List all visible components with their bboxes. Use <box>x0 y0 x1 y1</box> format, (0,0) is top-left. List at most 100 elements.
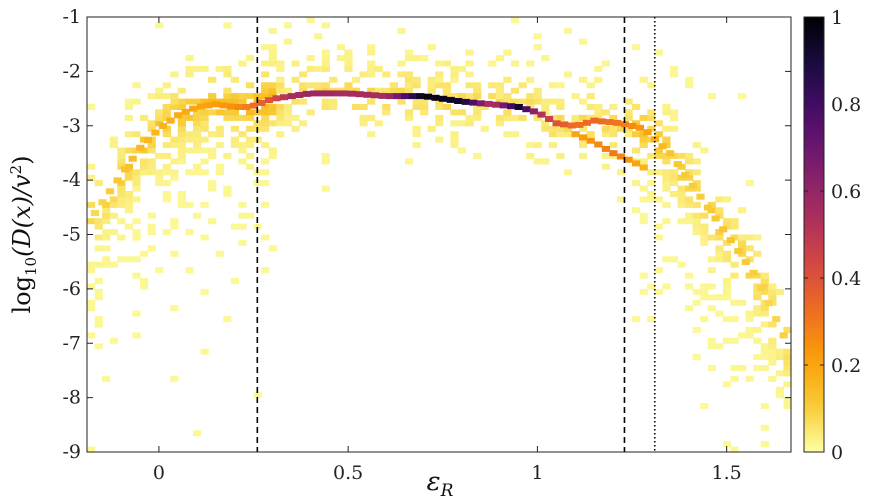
heat-cell <box>102 218 111 225</box>
heat-cell <box>442 82 451 89</box>
heat-cell <box>647 152 656 159</box>
heat-cell <box>510 98 520 105</box>
heat-cell <box>632 147 641 154</box>
heat-cell <box>495 98 504 105</box>
heat-cell <box>314 33 323 40</box>
heat-cell <box>162 169 171 176</box>
heat-cell <box>208 152 217 159</box>
heat-cell <box>450 131 459 138</box>
heat-cell <box>94 245 103 252</box>
ridge-cell <box>348 90 357 97</box>
ridge-cell <box>658 143 667 150</box>
heat-cell <box>177 125 186 132</box>
ridge-cell <box>499 102 508 109</box>
heat-cell <box>238 98 247 105</box>
heat-cell <box>579 142 588 149</box>
heat-cell <box>208 131 217 138</box>
heat-cell <box>647 316 656 323</box>
heat-cell <box>760 354 769 361</box>
heat-cell <box>200 288 209 295</box>
heat-cell <box>722 278 732 284</box>
heat-cell <box>738 365 747 371</box>
heat-cell <box>639 142 648 149</box>
heat-cell <box>87 261 96 268</box>
heat-cell <box>87 305 96 312</box>
heat-cell <box>117 152 126 159</box>
heat-cell <box>677 261 686 268</box>
heat-cell <box>510 131 520 138</box>
heat-cell <box>677 196 686 203</box>
heat-cell <box>707 283 716 290</box>
ridge-cell <box>469 99 478 106</box>
heat-cell <box>662 136 671 143</box>
heat-cell <box>140 169 149 176</box>
heat-cell <box>639 158 648 165</box>
ridge-cell <box>711 215 720 222</box>
heat-cell <box>215 142 224 149</box>
heat-cell <box>268 87 277 94</box>
heat-cell <box>314 65 323 72</box>
heat-cell <box>707 267 716 274</box>
heat-cell <box>177 98 186 105</box>
heat-cell <box>601 125 610 132</box>
heat-cell <box>261 114 270 121</box>
ridge-cell <box>741 259 750 265</box>
heat-cell <box>170 93 179 100</box>
heat-cell <box>268 44 277 51</box>
heat-cell <box>261 169 270 176</box>
heat-cell <box>140 114 149 121</box>
heat-cell <box>132 310 141 317</box>
ridge-cell <box>310 90 319 97</box>
heat-cell <box>200 65 209 72</box>
heat-cell <box>745 310 754 317</box>
heat-cell <box>208 109 217 116</box>
heat-cell <box>738 207 747 214</box>
heat-cell <box>147 229 156 236</box>
heat-cell <box>685 272 694 279</box>
heat-cell <box>768 375 777 382</box>
heat-cell <box>124 131 133 138</box>
heat-cell <box>548 131 557 138</box>
heat-cell <box>94 180 103 187</box>
heat-cell <box>397 60 406 67</box>
heat-cell <box>253 93 262 100</box>
heat-cell <box>722 196 732 203</box>
heat-cell <box>457 120 467 127</box>
heat-cell <box>632 104 641 110</box>
heat-cell <box>306 17 315 23</box>
heat-cell <box>94 321 103 328</box>
heat-cell <box>223 71 232 78</box>
heat-cell <box>768 283 777 290</box>
lower-branch-cell <box>616 153 626 160</box>
heat-cell <box>200 234 209 241</box>
ridge-cell <box>90 210 99 216</box>
heat-cell <box>94 294 103 301</box>
heat-cell <box>382 109 391 116</box>
heat-cell <box>465 82 474 89</box>
heat-cell <box>662 125 671 132</box>
heat-cell <box>238 201 247 208</box>
heat-cell <box>117 201 126 208</box>
heat-cell <box>268 245 277 252</box>
heat-cell <box>246 125 255 132</box>
ridge-cell <box>196 103 205 110</box>
heat-cell <box>669 191 679 197</box>
ridge-cell <box>446 96 455 103</box>
heat-cell <box>185 229 194 236</box>
heat-cell <box>276 82 285 89</box>
heat-cell <box>299 87 308 94</box>
heat-cell <box>147 93 156 100</box>
heat-cell <box>473 93 482 100</box>
heat-cell <box>306 65 315 72</box>
heat-cell <box>412 82 421 89</box>
heat-cell <box>155 87 164 94</box>
heat-cell <box>707 256 716 263</box>
heat-cell <box>238 239 247 246</box>
heat-cell <box>768 343 777 350</box>
heat-cell <box>745 316 754 323</box>
heat-cell <box>450 142 459 149</box>
heat-cell <box>548 98 557 105</box>
heat-cell <box>753 250 762 257</box>
ridge-cell <box>143 137 152 144</box>
heat-cell <box>647 82 656 89</box>
